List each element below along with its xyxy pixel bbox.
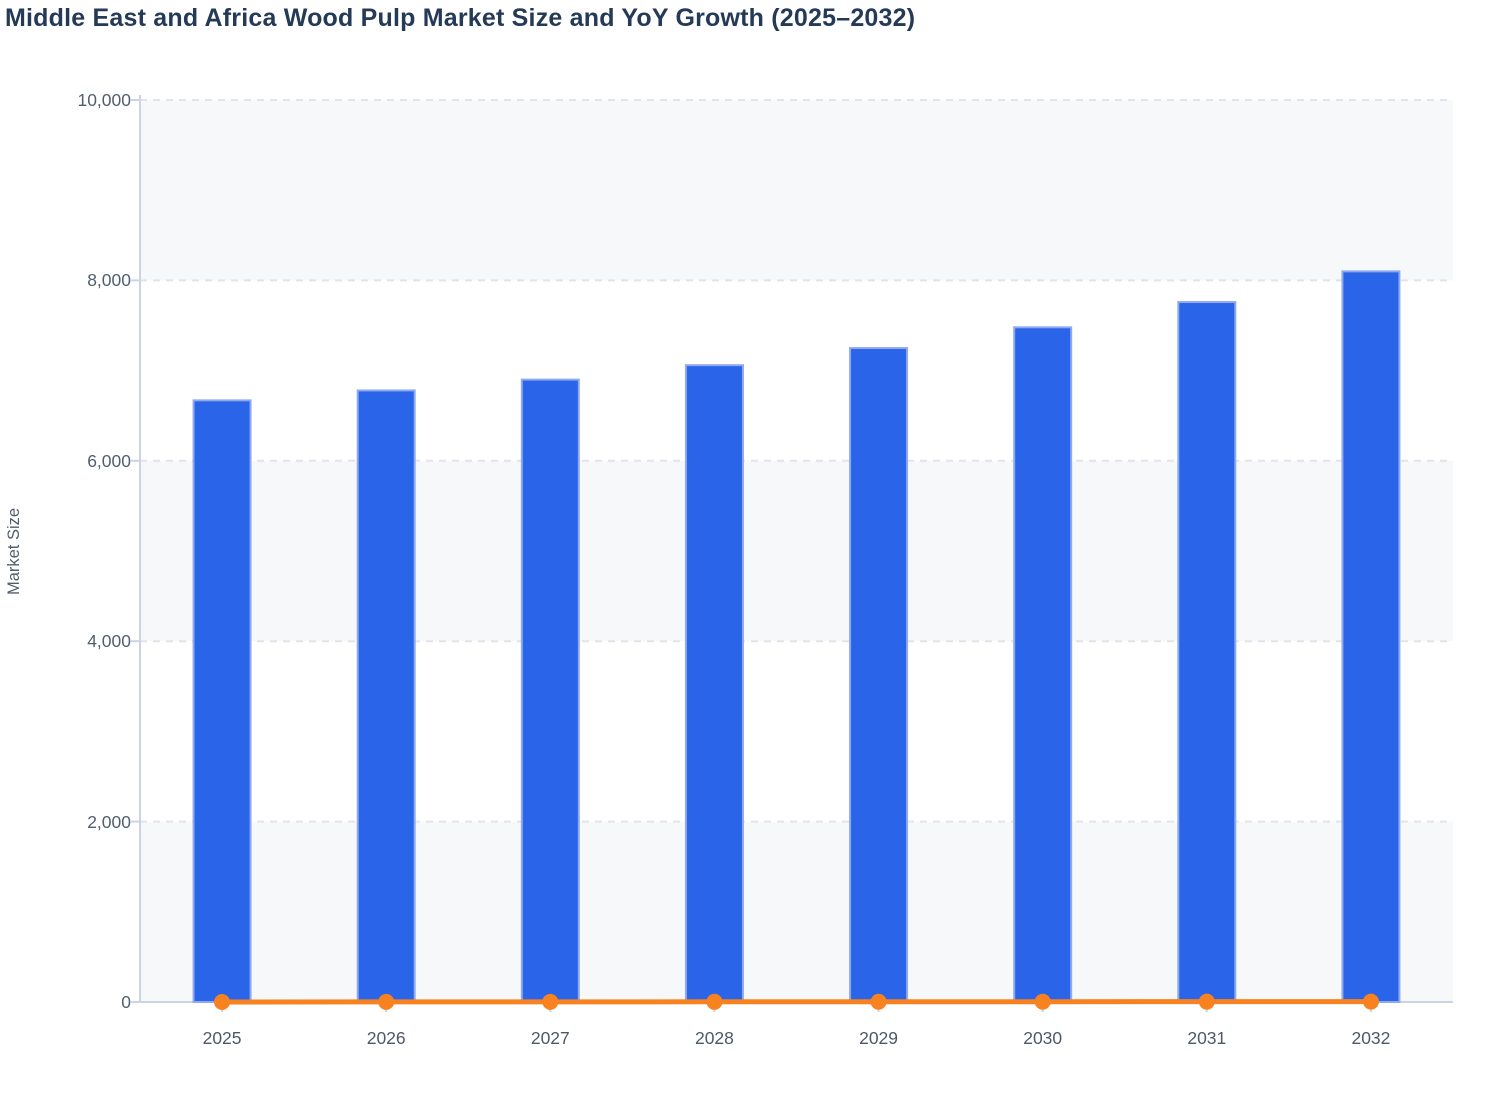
yoy-growth-point-2031[interactable] (1198, 993, 1215, 1010)
bar-2027[interactable] (520, 378, 580, 1003)
y-axis-label-10000: 10,000 (77, 90, 131, 110)
yoy-growth-point-2025[interactable] (214, 994, 231, 1010)
plot-band (140, 641, 1453, 822)
y-axis-label-0: 0 (121, 992, 131, 1012)
y-axis-label-2000: 2,000 (87, 811, 131, 832)
yoy-growth-point-2028[interactable] (706, 993, 723, 1010)
bar-2028[interactable] (684, 364, 744, 1003)
x-axis-label-2026: 2026 (366, 1028, 406, 1048)
chart-title: Middle East and Africa Wood Pulp Market … (5, 4, 916, 32)
plot-band (140, 280, 1453, 461)
bar-2029[interactable] (849, 347, 909, 1003)
plot-band (140, 460, 1453, 642)
bar-2026[interactable] (356, 389, 416, 1004)
yoy-growth-point-2027[interactable] (542, 993, 559, 1010)
y-axis-label-4000: 4,000 (87, 631, 131, 652)
x-axis-label-2030: 2030 (1023, 1028, 1063, 1048)
yoy-growth-point-2030[interactable] (1034, 993, 1051, 1010)
x-axis-label-2028: 2028 (694, 1028, 734, 1048)
x-axis-label-2031: 2031 (1187, 1028, 1227, 1048)
plot-band (140, 100, 1453, 281)
bar-2025[interactable] (192, 399, 252, 1003)
x-axis-label-2032: 2032 (1351, 1028, 1391, 1048)
yoy-growth-point-2032[interactable] (1362, 993, 1379, 1010)
x-axis-label-2025: 2025 (202, 1028, 242, 1048)
x-axis-label-2027: 2027 (530, 1028, 570, 1048)
bar-2030[interactable] (1013, 326, 1073, 1003)
y-axis-label-8000: 8,000 (87, 270, 131, 291)
plot-band (140, 821, 1453, 1002)
bar-2031[interactable] (1177, 301, 1237, 1004)
yoy-growth-point-2029[interactable] (870, 993, 887, 1010)
x-axis-label-2029: 2029 (859, 1028, 899, 1048)
bar-2032[interactable] (1341, 270, 1401, 1003)
y-axis-label-6000: 6,000 (87, 450, 131, 471)
yoy-growth-point-2026[interactable] (378, 993, 395, 1010)
